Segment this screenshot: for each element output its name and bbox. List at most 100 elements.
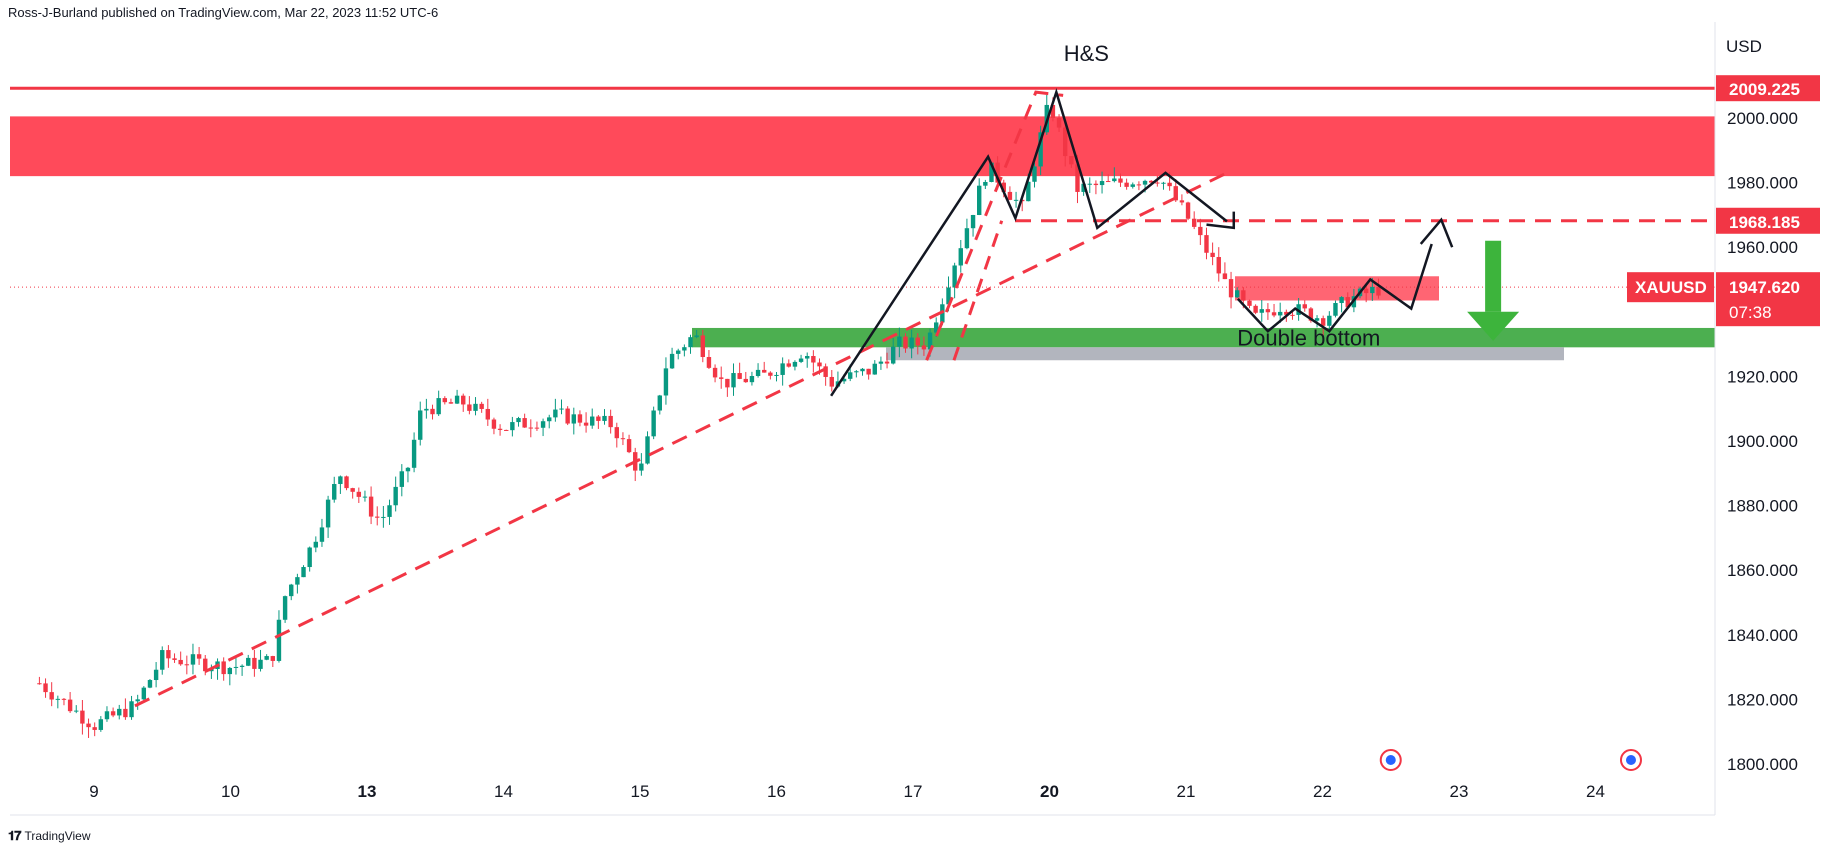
- candle-body-194: [1228, 279, 1234, 298]
- candle-body-184: [1167, 182, 1172, 187]
- candle-body-132: [848, 372, 853, 379]
- candle-body-81: [534, 427, 540, 429]
- attribution: Ross-J-Burland published on TradingView.…: [8, 5, 439, 20]
- candles-layer: [37, 94, 1381, 738]
- candle-body-27: [203, 658, 208, 672]
- candle-body-159: [1013, 199, 1019, 201]
- candle-body-18: [147, 680, 153, 688]
- up-arrowhead[interactable]: [1419, 217, 1454, 248]
- candle-body-212: [1339, 297, 1344, 304]
- candle-body-180: [1142, 180, 1148, 185]
- candle-body-41: [289, 584, 294, 597]
- candle-body-51: [350, 488, 355, 492]
- candle-body-73: [485, 408, 491, 420]
- candle-body-20: [160, 650, 165, 670]
- channel-dashed-steep[interactable]: [925, 90, 1064, 361]
- down-arrow-head[interactable]: [1467, 311, 1520, 341]
- candle-body-6: [74, 710, 79, 712]
- candle-body-183: [1161, 182, 1166, 184]
- y-tick-7: 1860.000: [1727, 561, 1798, 580]
- candle-body-145: [927, 332, 933, 350]
- candle-body-122: [786, 363, 791, 367]
- candle-body-142: [909, 337, 914, 349]
- candle-body-166: [1056, 117, 1062, 128]
- candle-body-10: [98, 719, 104, 730]
- candle-body-83: [547, 417, 552, 422]
- trendline-dashed-rising[interactable]: [134, 171, 1228, 708]
- candle-body-13: [117, 708, 122, 716]
- candle-body-129: [829, 376, 834, 387]
- candle-body-155: [989, 162, 994, 182]
- candle-body-93: [608, 415, 613, 428]
- candle-body-23: [178, 659, 183, 665]
- channel-dashed-left[interactable]: [952, 220, 1004, 361]
- candle-body-196: [1241, 290, 1246, 301]
- candle-body-174: [1105, 181, 1111, 183]
- annotations-layer[interactable]: H&S Double bottom: [134, 41, 1642, 771]
- candle-body-72: [479, 403, 484, 409]
- candle-body-138: [884, 361, 890, 364]
- current-price-tag-bg: [1716, 272, 1820, 327]
- tradingview-brand[interactable]: 𝟏𝟕 TradingView: [8, 828, 91, 844]
- x-tick-24: 24: [1586, 782, 1605, 801]
- candle-body-156: [995, 162, 1000, 183]
- candle-body-178: [1130, 184, 1135, 187]
- candle-body-58: [393, 486, 398, 506]
- candle-body-40: [282, 596, 288, 620]
- down-arrow-shaft[interactable]: [1485, 240, 1502, 312]
- candle-body-100: [651, 410, 656, 437]
- candle-body-82: [540, 421, 546, 428]
- candle-body-191: [1210, 252, 1215, 258]
- candle-body-62: [418, 410, 423, 440]
- candle-body-169: [1075, 164, 1080, 192]
- candle-body-25: [190, 654, 196, 665]
- hs-label[interactable]: H&S: [1064, 41, 1109, 66]
- hs-arrowhead[interactable]: [1206, 211, 1236, 230]
- candle-body-217: [1370, 286, 1375, 294]
- y-tick-9: 1820.000: [1727, 690, 1798, 709]
- candle-body-66: [442, 398, 448, 403]
- candle-body-123: [792, 361, 798, 367]
- candle-body-148: [946, 287, 951, 305]
- candle-body-182: [1155, 182, 1160, 184]
- brand-label: TradingView: [24, 829, 91, 843]
- double-bottom-path[interactable]: [1236, 243, 1433, 333]
- candle-body-74: [491, 419, 497, 429]
- candle-body-104: [676, 350, 681, 354]
- candle-body-151: [964, 228, 970, 249]
- candle-body-126: [811, 356, 816, 363]
- y-tick-0: 2000.000: [1727, 109, 1798, 128]
- candle-body-19: [153, 669, 159, 681]
- candle-body-190: [1204, 235, 1209, 253]
- candle-body-76: [504, 429, 509, 431]
- double-bottom-label[interactable]: Double bottom: [1237, 326, 1380, 351]
- candle-body-86: [565, 408, 570, 424]
- candle-body-127: [817, 362, 822, 367]
- candle-body-11: [104, 711, 110, 720]
- x-tick-15: 15: [631, 782, 650, 801]
- price-tag-0: 2009.225: [1729, 80, 1800, 99]
- candle-body-107: [694, 335, 699, 338]
- candle-body-202: [1277, 311, 1283, 316]
- candle-body-35: [252, 657, 257, 669]
- candle-body-208: [1314, 318, 1320, 321]
- hs-pattern-line[interactable]: [830, 87, 1228, 397]
- candle-body-80: [528, 427, 533, 429]
- candle-body-188: [1191, 218, 1197, 227]
- candle-body-193: [1222, 273, 1228, 280]
- candle-body-54: [368, 496, 374, 517]
- candle-body-102: [663, 368, 669, 396]
- price-tag-bg-1: [1716, 207, 1820, 234]
- price-tag-1: 1968.185: [1729, 213, 1800, 232]
- candle-body-15: [129, 701, 134, 718]
- candle-body-64: [430, 408, 435, 415]
- candle-body-7: [80, 710, 85, 724]
- candle-body-98: [639, 463, 644, 471]
- candle-body-109: [706, 357, 712, 368]
- event-flag-dot-0[interactable]: [1385, 755, 1396, 765]
- candle-body-200: [1265, 309, 1271, 313]
- candle-body-158: [1007, 191, 1013, 200]
- event-flag-dot-1[interactable]: [1625, 755, 1636, 765]
- candle-body-63: [424, 408, 429, 411]
